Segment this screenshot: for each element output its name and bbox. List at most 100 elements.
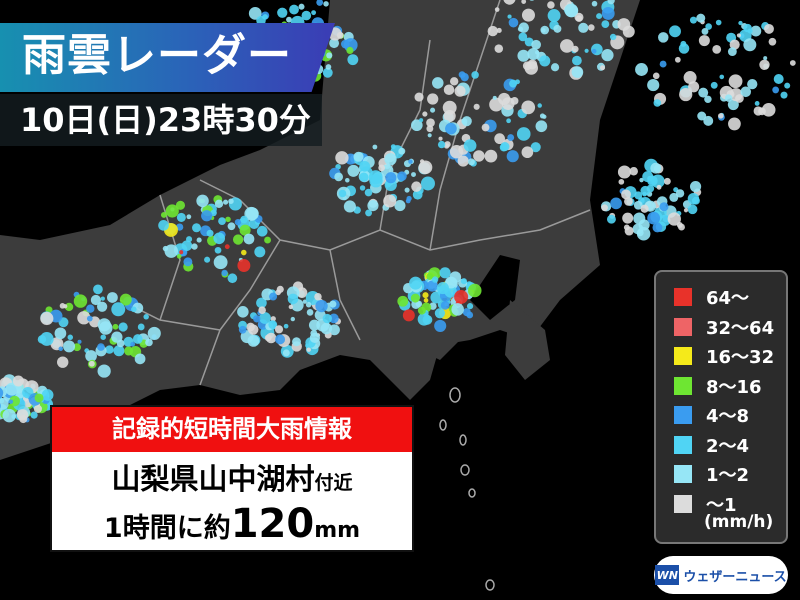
radar-echo [747,79,758,90]
radar-echo [516,127,531,141]
radar-echo [710,81,718,89]
radar-echo [621,189,631,200]
radar-echo [578,22,589,33]
radar-echo [248,324,259,335]
radar-echo [282,349,290,357]
alert-location: 山梨県山中湖村付近 [52,460,412,502]
radar-echo [111,331,123,343]
radar-echo [420,176,435,191]
radar-echo [244,206,259,221]
radar-echo [487,25,498,37]
radar-echo [276,285,284,293]
radar-echo [359,185,366,191]
radar-echo [243,233,255,245]
radar-echo [97,364,111,378]
radar-echo [9,395,20,407]
radar-echo [326,52,333,59]
radar-echo [112,323,119,330]
radar-echo [98,321,113,335]
radar-echo [234,218,242,226]
radar-echo [676,222,683,228]
radar-echo [290,316,295,322]
radar-echo [390,144,396,150]
legend-label: 〜1 [706,494,737,516]
radar-echo [635,63,648,76]
radar-echo [653,99,662,107]
radar-echo [365,209,373,217]
radar-echo [675,189,685,198]
legend-item: 4〜8 [674,402,749,428]
radar-echo [302,299,308,304]
radar-echo [253,315,261,323]
radar-echo [529,0,535,1]
radar-echo [237,259,251,272]
radar-echo [703,115,714,126]
radar-echo [439,267,451,279]
radar-echo [712,44,722,54]
radar-echo [73,343,81,352]
radar-echo [727,47,737,57]
radar-echo [175,200,186,210]
radar-echo [772,86,780,94]
radar-echo [688,81,700,93]
radar-echo [347,54,359,66]
radar-echo [539,55,551,67]
radar-echo [343,200,356,213]
radar-echo [601,49,614,62]
radar-echo [306,309,314,316]
radar-echo [698,35,710,47]
radar-echo [385,172,397,184]
radar-echo [105,345,114,354]
radar-echo [500,141,510,152]
radar-echo [449,77,459,86]
radar-echo [314,292,322,301]
radar-echo [506,150,519,163]
radar-echo [591,0,598,7]
radar-echo [740,86,752,98]
radar-echo [2,408,16,423]
radar-echo [584,48,589,53]
radar-echo [506,118,511,124]
radar-echo [256,225,268,237]
radar-echo [457,155,469,167]
radar-echo [225,216,231,223]
radar-echo [696,13,706,23]
radar-echo [547,9,561,22]
radar-echo [176,254,182,259]
radar-echo [701,27,709,35]
radar-echo [634,191,643,200]
radar-echo [248,7,262,20]
legend-swatch [674,347,692,365]
radar-echo [88,360,95,367]
radar-echo [754,101,760,106]
radar-echo [107,292,118,303]
radar-echo [417,306,426,315]
radar-echo [359,160,371,172]
radar-echo [372,144,378,150]
legend-item: 8〜16 [674,373,762,399]
radar-echo [729,39,740,50]
radar-echo [659,202,669,212]
radar-echo [408,159,413,164]
radar-echo [550,63,560,72]
radar-echo [494,44,504,53]
radar-echo [397,295,409,307]
radar-echo [196,237,202,243]
radar-echo [601,204,608,212]
radar-echo [764,23,774,34]
logo-name: ウェザーニュース [683,569,787,585]
legend-swatch [674,376,692,395]
radar-echo [587,24,595,31]
radar-echo [571,66,584,78]
radar-echo [440,300,450,310]
radar-echo [423,298,429,303]
legend-swatch [674,406,692,424]
radar-echo [659,60,667,68]
radar-echo [436,282,449,295]
radar-echo [667,212,681,226]
radar-echo [164,244,179,258]
radar-echo [411,119,423,132]
radar-echo [322,67,333,78]
radar-echo [622,212,634,224]
alert-amount-value: 120 [230,501,315,547]
